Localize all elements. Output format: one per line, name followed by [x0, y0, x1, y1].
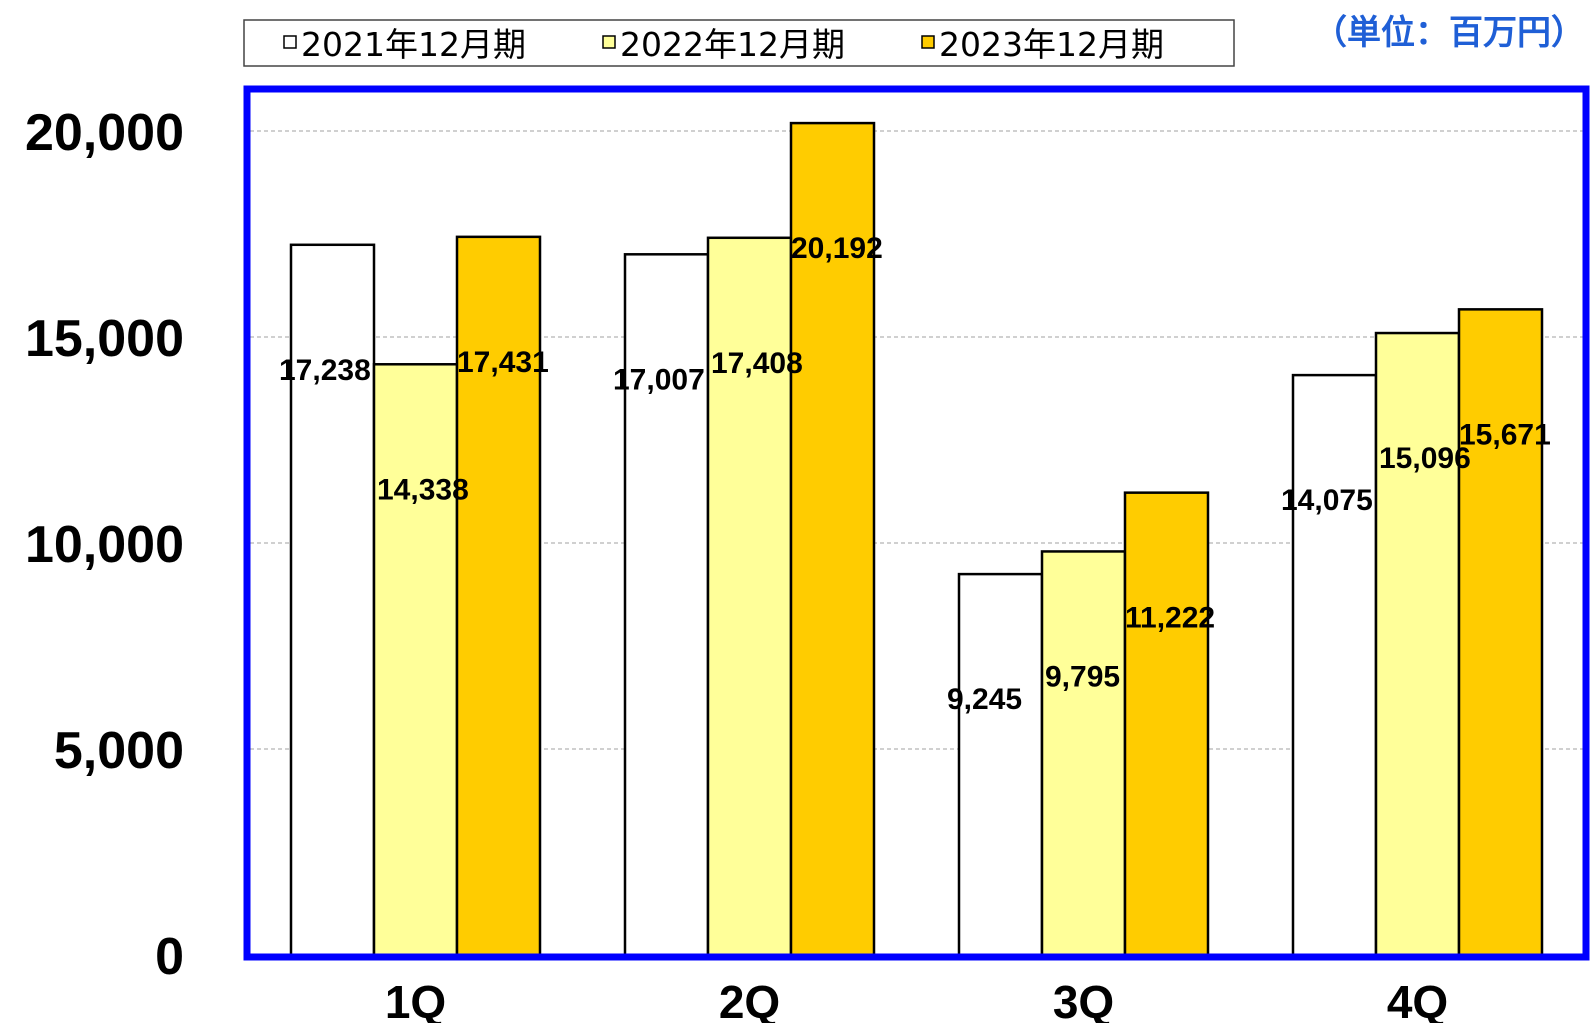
bar-3q-series-1	[957, 572, 1044, 957]
plot-frame	[243, 85, 1590, 961]
data-label: 17,408	[711, 347, 803, 380]
unit-note: （単位：百万円）	[1313, 13, 1585, 53]
bar-4q-series-1	[1291, 373, 1378, 957]
legend-label: 2022年12月期	[620, 25, 845, 64]
data-label: 17,007	[613, 363, 705, 396]
data-label: 20,192	[791, 232, 883, 265]
bar-1q-series-1	[289, 243, 376, 957]
bar-4q-series-2	[1374, 331, 1461, 957]
data-label: 9,795	[1045, 660, 1120, 693]
bar-3q-series-3	[1123, 491, 1210, 957]
y-tick-label: 5,000	[54, 722, 184, 780]
y-tick-label: 0	[155, 928, 184, 986]
data-label: 17,238	[279, 354, 371, 387]
data-label: 11,222	[1125, 602, 1215, 635]
legend-swatch	[602, 35, 616, 49]
y-tick-label: 20,000	[25, 104, 184, 162]
data-label: 15,671	[1459, 418, 1551, 451]
legend-box	[243, 19, 1235, 67]
x-category-label: 1Q	[385, 976, 446, 1023]
legend-swatch	[283, 35, 297, 49]
legend-label: 2023年12月期	[939, 25, 1164, 64]
data-label: 14,338	[377, 473, 469, 506]
data-label: 17,431	[457, 346, 549, 379]
bar-3q-series-2	[1040, 550, 1127, 957]
y-tick-label: 15,000	[25, 310, 184, 368]
legend-label: 2021年12月期	[301, 25, 526, 64]
data-label: 9,245	[947, 683, 1022, 716]
legend-swatch	[921, 35, 935, 49]
x-category-label: 4Q	[1387, 976, 1448, 1023]
bar-2q-series-2	[706, 236, 793, 957]
bar-2q-series-3	[789, 121, 876, 957]
bar-1q-series-3	[455, 235, 542, 957]
legend: 2021年12月期 2022年12月期 2023年12月期	[243, 19, 1235, 67]
data-label: 15,096	[1379, 442, 1471, 475]
bar-2q-series-1	[623, 253, 710, 957]
data-label: 14,075	[1281, 484, 1373, 517]
bar-4q-series-3	[1457, 308, 1544, 957]
bar-1q-series-2	[372, 363, 459, 957]
x-category-label: 2Q	[719, 976, 780, 1023]
x-category-label: 3Q	[1053, 976, 1114, 1023]
y-tick-label: 10,000	[25, 516, 184, 574]
